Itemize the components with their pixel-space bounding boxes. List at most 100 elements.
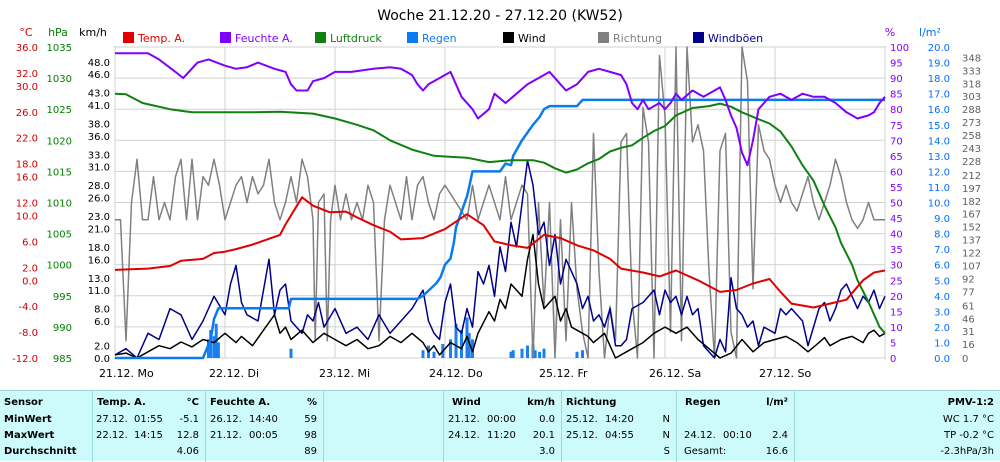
wind-tick: 36.0 (88, 132, 110, 143)
rain-tick: 10.0 (928, 199, 950, 210)
rain-bar (542, 348, 546, 358)
rain-bar (207, 339, 210, 358)
sensor-head: Sensor (4, 397, 43, 408)
rain-max-time: 00:10 (723, 430, 752, 441)
rain-bar (212, 336, 216, 358)
rain-bar (467, 333, 471, 358)
dir-tick: 92 (962, 275, 975, 286)
hum-max-val: 98 (304, 430, 317, 441)
wind-max-val: 20.1 (532, 430, 555, 441)
hum-tick: 90 (890, 74, 903, 85)
dir-tick: 348 (962, 53, 981, 64)
rain-tick: 7.0 (934, 245, 950, 256)
dir-tick: 288 (962, 105, 981, 116)
day-label: 24.12. Do (429, 367, 483, 380)
legend-label: Richtung (613, 32, 662, 45)
wind-tick: 18.0 (88, 243, 110, 254)
hum-tick: 100 (890, 43, 909, 54)
dir-tick: 46 (962, 314, 975, 325)
hum-unit: % (306, 397, 317, 408)
dir-tick: 167 (962, 210, 981, 221)
stats-col-dir: Richtung 25.12. 14:20 N 25.12. 04:55 N S (561, 391, 676, 462)
stats-col-wind: Wind km/h 21.12. 00:00 0.0 24.12. 11:20 20.1 … (443, 391, 561, 462)
hum-min-time: 14:40 (249, 414, 278, 425)
temp-tick: 36.0 (16, 43, 38, 54)
legend-swatch (598, 32, 609, 43)
wind-tick: 38.0 (88, 120, 110, 131)
dir-tick: 258 (962, 131, 981, 142)
stats-panel: Sensor MinWert MaxWert Durchschnitt Temp… (0, 390, 1000, 462)
day-label: 27.12. So (759, 367, 811, 380)
press-tick: 1025 (47, 105, 72, 116)
press-tick: 990 (53, 323, 72, 334)
rain-bar (432, 351, 436, 358)
rain-head: Regen (685, 397, 721, 408)
rain-bar (216, 342, 220, 358)
stats-col-spacer (323, 391, 443, 462)
hum-tick: 95 (890, 59, 903, 70)
hum-tick: 55 (890, 183, 903, 194)
hum-unit: % (885, 26, 895, 39)
hum-min-date: 26.12. (210, 414, 242, 425)
stats-col-rain: Regen l/m² 24.12. 00:10 2.4 Gesamt: 16.6 (676, 391, 794, 462)
wind-tick: 41.0 (88, 101, 110, 112)
temp-tick: -4.0 (18, 302, 38, 313)
temp-tick: 6.0 (22, 237, 38, 248)
legend-swatch (503, 32, 514, 43)
temp-avg-val: 4.06 (176, 446, 199, 457)
wind-tick: 8.0 (94, 305, 110, 316)
dir-tick: 243 (962, 144, 981, 155)
sensor-min: MinWert (4, 414, 52, 425)
rain-tick: 1.0 (934, 338, 950, 349)
wind-tick: 46.0 (88, 70, 110, 81)
rain-bar (581, 350, 584, 358)
legend-label: Windböen (708, 32, 763, 45)
legend-label: Luftdruck (330, 32, 382, 45)
rain-unit: l/m² (919, 26, 941, 39)
pmv-wc: WC 1.7 °C (942, 414, 994, 425)
temp-max-val: 12.8 (176, 430, 199, 441)
hum-avg-val: 89 (304, 446, 317, 457)
dir-avg-val: S (663, 446, 670, 457)
dir-min-time: 14:20 (605, 414, 634, 425)
rain-tick: 6.0 (934, 261, 950, 272)
press-unit: hPa (48, 26, 68, 39)
hum-tick: 10 (890, 323, 903, 334)
dir-tick: 122 (962, 249, 981, 260)
press-tick: 1000 (47, 261, 72, 272)
series-line-temp-a- (114, 196, 886, 309)
hum-tick: 80 (890, 105, 903, 116)
hum-head: Feuchte A. (210, 397, 271, 408)
dir-tick: 228 (962, 157, 981, 168)
weather-chart: Woche 21.12.20 - 27.12.20 (KW52) Temp. A… (12, 8, 981, 380)
wind-min-val: 0.0 (539, 414, 555, 425)
dir-tick: 318 (962, 79, 981, 90)
rain-tick: 8.0 (934, 230, 950, 241)
dir-min-date: 25.12. (566, 414, 598, 425)
legend-swatch (407, 32, 418, 43)
rain-bar (471, 339, 474, 358)
hum-tick: 15 (890, 307, 903, 318)
temp-min-val: -5.1 (179, 414, 199, 425)
dir-tick: 16 (962, 340, 975, 351)
legend-swatch (693, 32, 704, 43)
dir-tick: 273 (962, 118, 981, 129)
rain-tick: 11.0 (928, 183, 950, 194)
temp-tick: 16.0 (16, 173, 38, 184)
chart-title: Woche 21.12.20 - 27.12.20 (KW52) (377, 8, 623, 24)
temp-tick: -12.0 (12, 354, 38, 365)
temp-tick: 26.0 (16, 108, 38, 119)
temp-tick: 12.0 (16, 199, 38, 210)
hum-max-time: 00:05 (249, 430, 278, 441)
wind-max-time: 11:20 (487, 430, 516, 441)
rain-tick: 4.0 (934, 292, 950, 303)
hum-tick: 60 (890, 167, 903, 178)
wind-unit: km/h (527, 397, 555, 408)
pmv-trend: -2.3hPa/3h (940, 446, 994, 457)
press-tick: 1015 (47, 167, 72, 178)
wind-tick: 23.0 (88, 212, 110, 223)
series-line-feuchte-a- (115, 52, 886, 167)
temp-tick: -8.0 (18, 328, 38, 339)
dir-max-time: 04:55 (605, 430, 634, 441)
rain-bar (533, 350, 537, 358)
